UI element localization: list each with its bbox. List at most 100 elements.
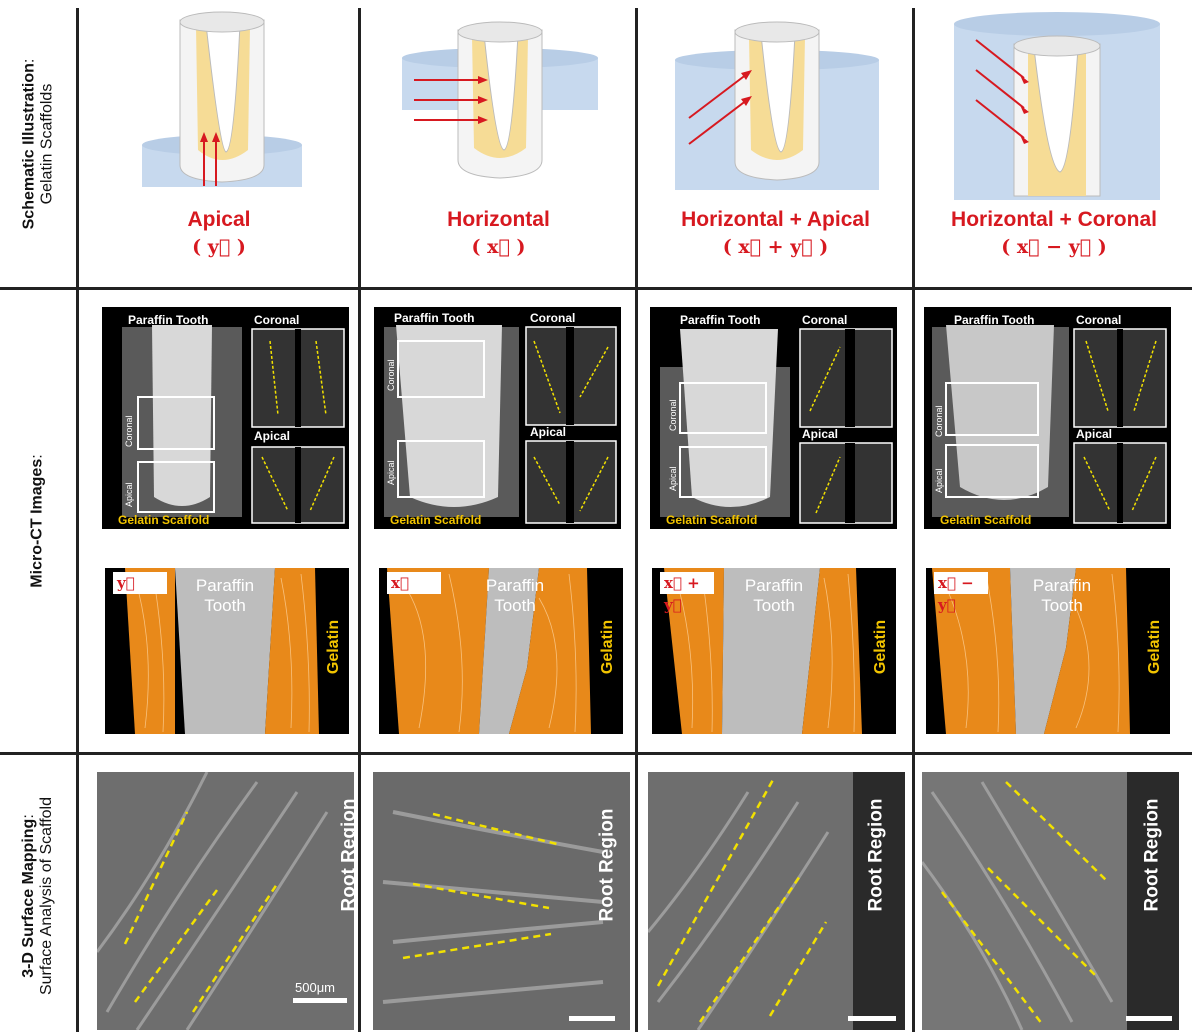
row-label-surface: 3-D Surface Mapping: Surface Analysis of… (0, 755, 76, 1036)
grid-divider (912, 8, 915, 1032)
coronal-side-label: Coronal (934, 405, 944, 437)
ct-texture (122, 325, 345, 524)
sem-texture (373, 772, 630, 1030)
row-title: Micro-CT Images (29, 458, 46, 588)
ct-texture (932, 325, 1167, 524)
apical-side-label: Apical (124, 482, 134, 507)
apical-side-label: Apical (668, 466, 678, 491)
coronal-inset-label: Coronal (1076, 313, 1122, 327)
grid-divider (0, 752, 1192, 755)
method-title: Horizontal + Apical (681, 208, 870, 231)
apical-side-label: Apical (934, 468, 944, 493)
row-label-schematic: Schematic Illustration: Gelatin Scaffold… (0, 0, 76, 287)
method-vector: ( x⃗ ) (471, 236, 526, 258)
coronal-side-label: Coronal (668, 399, 678, 431)
paraffin-tooth-label: Paraffin Tooth (680, 313, 761, 327)
vector-tag: x⃗ − y⃗ (934, 572, 988, 614)
method-title: Horizontal + Coronal (951, 208, 1157, 231)
apical-inset-label: Apical (1076, 427, 1113, 441)
method-vector: ( y⃗ ) (192, 236, 246, 258)
gelatin-label: Gelatin (1146, 619, 1164, 675)
row-colon: : (29, 454, 46, 459)
row-subtitle: Surface Analysis of Scaffold (38, 796, 56, 995)
row-title: 3-D Surface Mapping (20, 818, 38, 978)
gelatin-label: Gelatin (325, 619, 343, 675)
apical-inset-label: Apical (530, 425, 567, 439)
paraffin-tooth-label: Paraffin Tooth (954, 313, 1035, 327)
apical-inset-label: Apical (254, 429, 291, 443)
paraffin-tooth-label: Paraffin Tooth (485, 576, 545, 615)
row-title: Schematic Illustration (20, 62, 37, 229)
row-label-microct: Micro-CT Images: (0, 290, 76, 752)
ct-texture (384, 325, 617, 524)
method-title: Apical (187, 208, 251, 231)
ct-texture (660, 328, 893, 524)
method-title: Horizontal (447, 208, 550, 231)
scale-bar (1126, 1016, 1172, 1021)
vector-tag: x⃗ (387, 572, 441, 594)
gelatin-scaffold-label: Gelatin Scaffold (118, 513, 210, 527)
root-region-panel (1127, 772, 1179, 1030)
schematic-horizontal: Horizontal ( x⃗ ) (362, 0, 635, 287)
sem-image-apical: 500μm Root Region (97, 772, 354, 1030)
segmentation-render (664, 568, 862, 734)
scale-bar-label: 500μm (295, 980, 336, 995)
tooth-schematic-diagram (675, 21, 879, 190)
method-vector: ( x⃗ + y⃗ ) (722, 236, 829, 258)
coronal-side-label: Coronal (386, 359, 396, 391)
root-region-panel (853, 772, 905, 1030)
sem-texture (97, 772, 354, 1030)
sem-image-horizontal: Root Region (373, 772, 630, 1030)
schematic-apical: Apical ( y⃗ ) (80, 0, 358, 287)
grid-divider (635, 8, 638, 1032)
method-vector: ( x⃗ − y⃗ ) (1001, 236, 1107, 258)
grid-divider (358, 8, 361, 1032)
gelatin-scaffold-label: Gelatin Scaffold (666, 513, 758, 527)
coronal-inset-label: Coronal (254, 313, 300, 327)
segmentation-render (932, 568, 1130, 734)
segmentation-horizontal-apical: x⃗ + y⃗ Paraffin Tooth Gelatin (652, 568, 896, 734)
paraffin-tooth-label: Paraffin Tooth (1032, 576, 1092, 615)
scale-bar (569, 1016, 615, 1021)
scale-bar (293, 998, 347, 1003)
root-region-label: Root Region (865, 798, 887, 912)
segmentation-render (125, 568, 319, 734)
apical-side-label: Apical (386, 460, 396, 485)
row-colon: : (20, 58, 37, 63)
coronal-side-label: Coronal (124, 415, 134, 447)
apical-inset-label: Apical (802, 427, 839, 441)
gelatin-label: Gelatin (599, 619, 617, 675)
vector-tag: y⃗ (113, 572, 167, 594)
tooth-schematic-diagram (954, 12, 1160, 200)
micro-ct-image-apical: Paraffin Tooth Coronal Apical Gelatin Sc… (102, 307, 349, 529)
vector-tag: x⃗ + y⃗ (660, 572, 714, 614)
coronal-inset-label: Coronal (802, 313, 848, 327)
scale-bar (848, 1016, 896, 1021)
root-region-label: Root Region (1141, 798, 1163, 912)
row-colon: : (20, 813, 38, 819)
root-region-label: Root Region (338, 798, 354, 912)
gelatin-scaffold-label: Gelatin Scaffold (390, 513, 482, 527)
gelatin-label: Gelatin (872, 619, 890, 675)
segmentation-render (387, 568, 591, 734)
segmentation-horizontal: x⃗ Paraffin Tooth Gelatin (379, 568, 623, 734)
sem-image-horizontal-coronal: Root Region (922, 772, 1179, 1030)
paraffin-tooth-label: Paraffin Tooth (195, 576, 255, 615)
grid-divider (0, 287, 1192, 290)
micro-ct-image-horizontal: Paraffin Tooth Coronal Apical Gelatin Sc… (374, 307, 621, 529)
paraffin-tooth-label: Paraffin Tooth (744, 576, 804, 615)
tooth-schematic-diagram (402, 21, 598, 179)
segmentation-horizontal-coronal: x⃗ − y⃗ Paraffin Tooth Gelatin (926, 568, 1170, 734)
paraffin-tooth-label: Paraffin Tooth (394, 311, 475, 325)
coronal-inset-label: Coronal (530, 311, 576, 325)
segmentation-apical: y⃗ Paraffin Tooth Gelatin (105, 568, 349, 734)
micro-ct-image-horizontal-coronal: Paraffin Tooth Coronal Apical Gelatin Sc… (924, 307, 1171, 529)
gelatin-scaffold-label: Gelatin Scaffold (940, 513, 1032, 527)
row-subtitle: Gelatin Scaffolds (38, 83, 55, 204)
paraffin-tooth-label: Paraffin Tooth (128, 313, 209, 327)
sem-image-horizontal-apical: Root Region (648, 772, 905, 1030)
grid-divider (76, 8, 79, 1032)
micro-ct-image-horizontal-apical: Paraffin Tooth Coronal Apical Gelatin Sc… (650, 307, 897, 529)
tooth-schematic-diagram (142, 11, 302, 187)
schematic-horizontal-apical: Horizontal + Apical ( x⃗ + y⃗ ) (639, 0, 912, 287)
